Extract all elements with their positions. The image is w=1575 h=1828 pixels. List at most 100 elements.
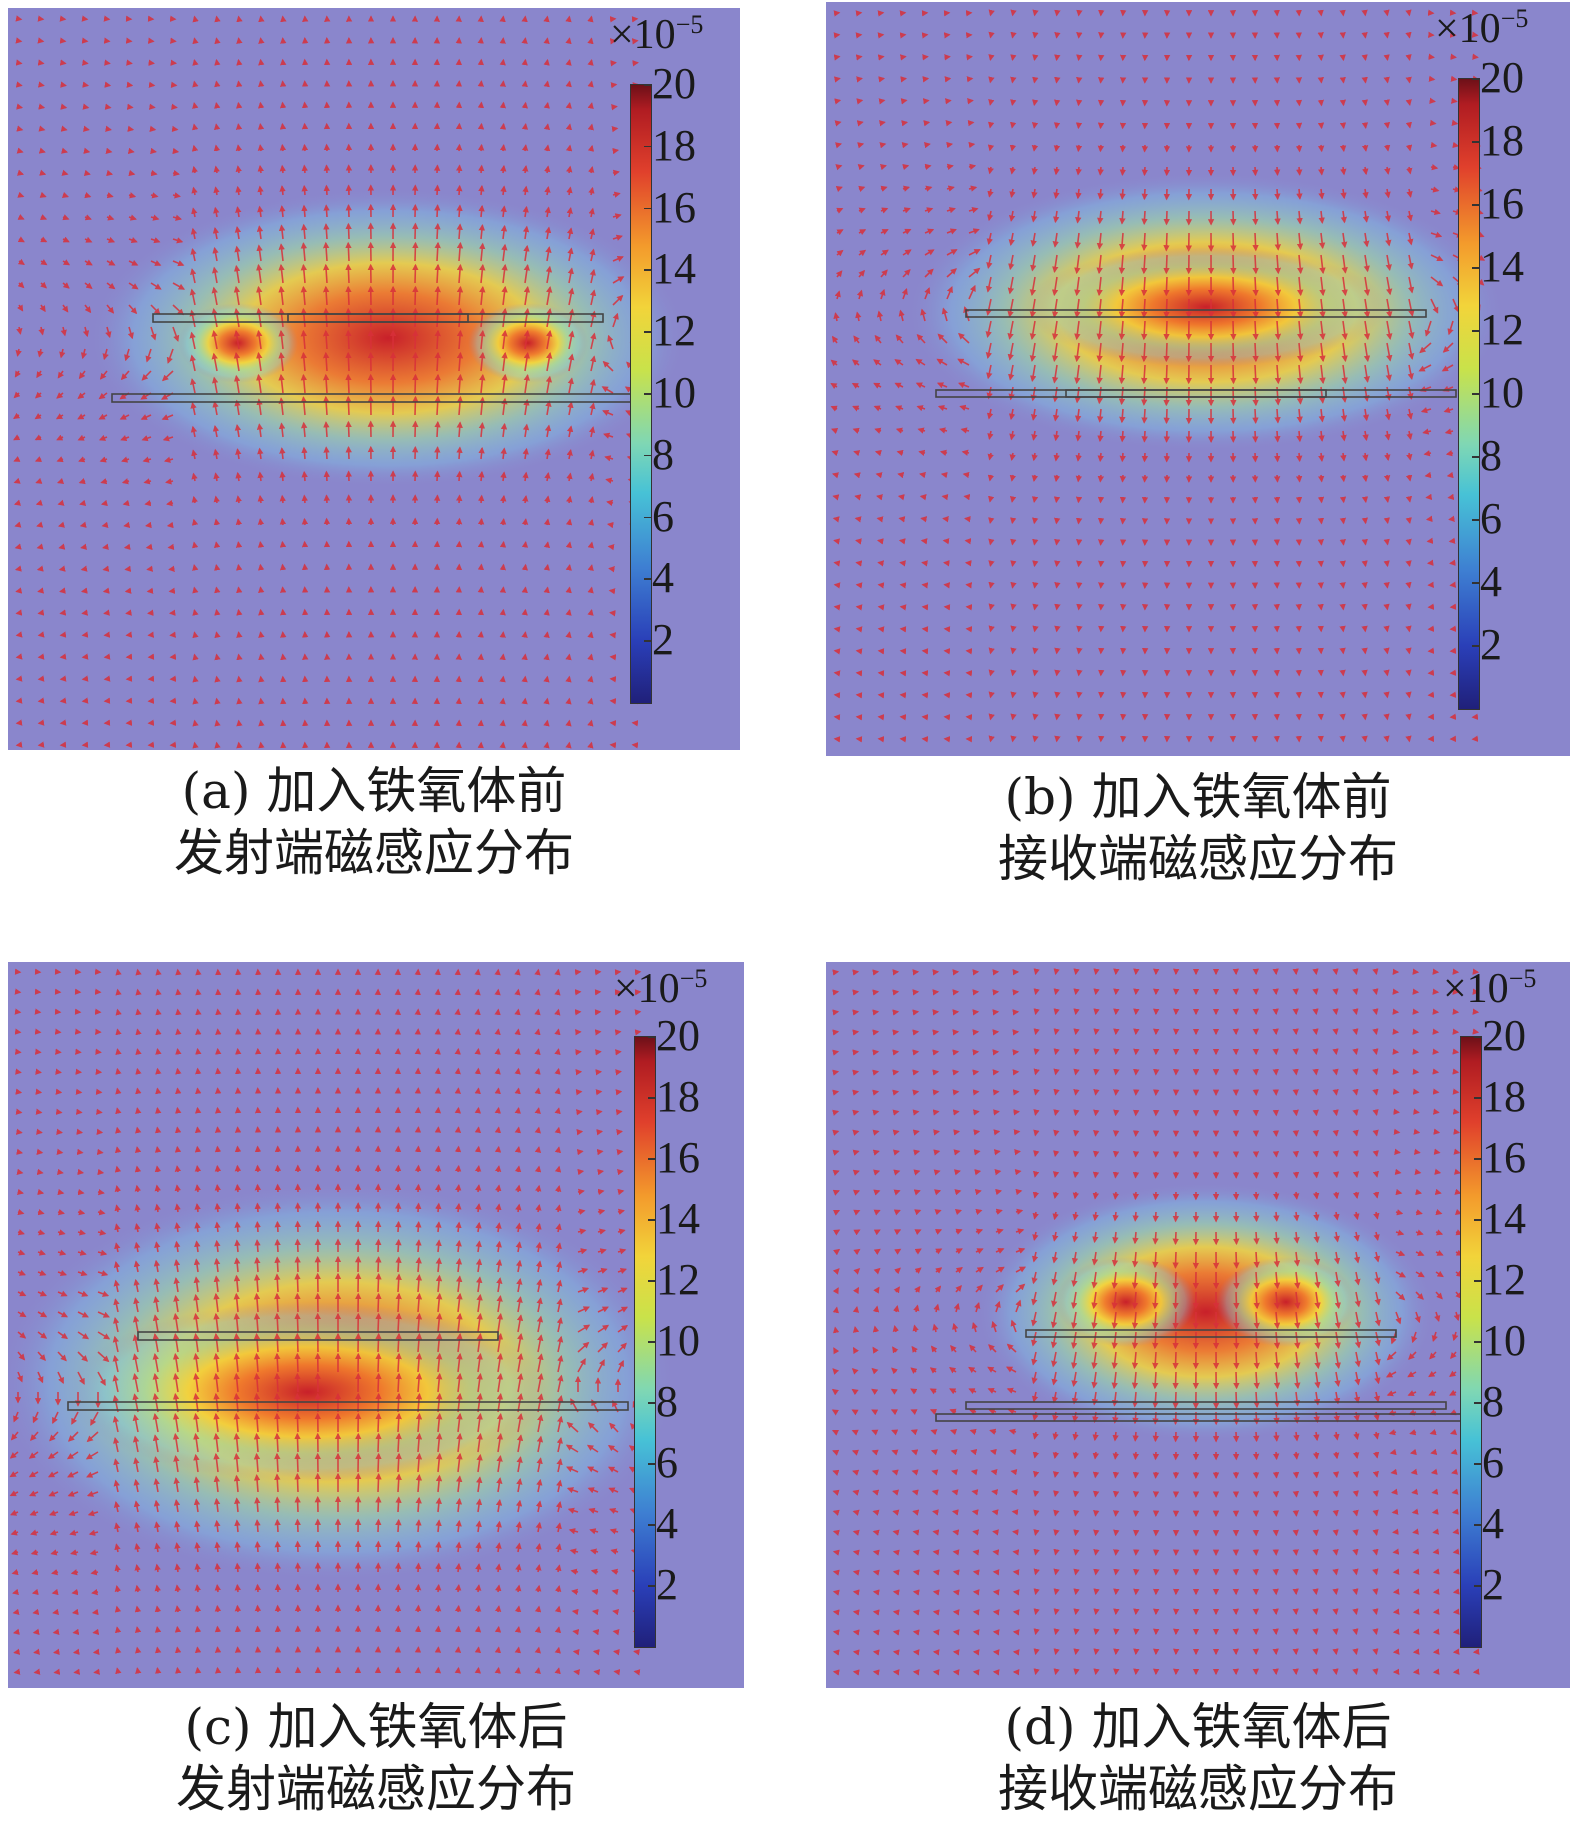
colorbar-tick-mark <box>644 145 651 148</box>
colorbar-tick-mark <box>644 269 651 271</box>
colorbar-tick-mark <box>1474 1036 1481 1038</box>
colorbar-tick-mark <box>644 578 651 580</box>
colorbar-tick-mark <box>648 1524 655 1526</box>
colorbar-tick-mark <box>1474 1097 1481 1099</box>
field-intensity-region <box>68 1302 548 1482</box>
colorbar-tick-label: 12 <box>656 1255 700 1304</box>
colorbar-tick-label: 16 <box>1480 179 1524 228</box>
colorbar-tick-mark <box>644 207 651 210</box>
colorbar-tick-label: 4 <box>1482 1499 1504 1548</box>
field-plot-a <box>8 8 740 750</box>
caption-d-line2: 接收端磁感应分布 <box>998 1760 1398 1818</box>
caption-d-line1: (d) 加入铁氧体后 <box>1004 1698 1392 1756</box>
colorbar-tick-label: 12 <box>1482 1255 1526 1304</box>
colorbar-tick-label: 2 <box>1482 1560 1504 1609</box>
colorbar-tick-mark <box>648 1219 655 1221</box>
colorbar-tick-label: 8 <box>1480 431 1502 480</box>
colorbar-tick-label: 6 <box>1480 494 1502 543</box>
colorbar-multiplier-a: ×10−5 <box>610 10 704 58</box>
colorbar-tick-mark <box>1472 582 1479 584</box>
field-plot-c <box>8 962 744 1688</box>
colorbar-tick-mark <box>1472 204 1479 206</box>
caption-b-line1: (b) 加入铁氧体前 <box>1004 768 1392 826</box>
colorbar-tick-mark <box>1472 267 1479 269</box>
field-plot-b <box>826 2 1570 756</box>
colorbar-multiplier-c: ×10−5 <box>614 964 708 1012</box>
field-svg-c <box>8 962 744 1688</box>
colorbar-tick-mark <box>648 1463 655 1465</box>
colorbar-tick-label: 18 <box>1480 116 1524 165</box>
field-arrows <box>13 15 646 749</box>
colorbar-tick-mark <box>644 640 651 642</box>
coil-plate <box>287 313 469 323</box>
colorbar-tick-mark <box>1474 1402 1481 1404</box>
caption-a-line1: (a) 加入铁氧体前 <box>181 762 567 820</box>
field-intensity-region <box>468 303 588 383</box>
colorbar-tick-label: 8 <box>652 429 674 479</box>
colorbar-tick-mark <box>1474 1524 1481 1526</box>
colorbar-tick-label: 10 <box>1482 1316 1526 1365</box>
field-plot-d <box>826 962 1570 1688</box>
colorbar-tick-label: 18 <box>652 120 696 170</box>
colorbar-tick-mark <box>1472 141 1479 143</box>
colorbar-tick-mark <box>648 1158 655 1160</box>
colorbar-tick-label: 6 <box>652 491 674 541</box>
field-arrows <box>9 968 648 1676</box>
colorbar-tick-mark <box>644 331 651 333</box>
colorbar-tick-mark <box>1474 1585 1481 1587</box>
coil-plate <box>965 1401 1447 1410</box>
colorbar-tick-mark <box>1472 78 1479 80</box>
caption-a: (a) 加入铁氧体前 发射端磁感应分布 <box>8 760 740 884</box>
coil-plate <box>1025 1329 1397 1338</box>
colorbar-tick-label: 2 <box>656 1560 678 1609</box>
colorbar-tick-mark <box>644 454 651 457</box>
colorbar-tick-label: 18 <box>1482 1072 1526 1121</box>
field-svg-a <box>8 8 740 750</box>
colorbar-tick-label: 4 <box>652 553 674 603</box>
colorbar-tick-label: 12 <box>652 306 696 356</box>
caption-b-line2: 接收端磁感应分布 <box>998 830 1398 888</box>
colorbar-tick-mark <box>1472 393 1479 395</box>
colorbar-a <box>630 84 652 704</box>
colorbar-tick-label: 14 <box>652 244 696 294</box>
field-svg-b <box>826 2 1570 756</box>
colorbar-tick-label: 20 <box>656 1011 700 1060</box>
colorbar-tick-mark <box>1474 1341 1481 1343</box>
field-intensity-region <box>1026 247 1386 367</box>
caption-d: (d) 加入铁氧体后 接收端磁感应分布 <box>826 1696 1570 1820</box>
colorbar-tick-label: 18 <box>656 1072 700 1121</box>
colorbar-multiplier-d: ×10−5 <box>1443 964 1537 1012</box>
colorbar-tick-label: 2 <box>1480 620 1502 669</box>
colorbar-tick-mark <box>644 516 651 519</box>
colorbar-tick-mark <box>1474 1463 1481 1465</box>
colorbar-tick-mark <box>1474 1219 1481 1221</box>
colorbar-tick-label: 8 <box>1482 1377 1504 1426</box>
colorbar-tick-mark <box>1472 330 1479 332</box>
colorbar-tick-label: 20 <box>1482 1011 1526 1060</box>
field-intensity-region <box>1216 1257 1356 1347</box>
colorbar-tick-mark <box>648 1036 655 1038</box>
colorbar-c <box>634 1036 656 1648</box>
field-intensity-region <box>976 1182 1436 1442</box>
colorbar-tick-mark <box>1472 645 1479 647</box>
colorbar-tick-mark <box>648 1585 655 1587</box>
colorbar-tick-mark <box>648 1402 655 1404</box>
field-intensity-region <box>1056 1257 1196 1347</box>
colorbar-tick-label: 10 <box>656 1316 700 1365</box>
field-intensity-region <box>88 188 688 488</box>
colorbar-tick-mark <box>644 393 651 395</box>
coil-plate <box>965 309 1427 318</box>
colorbar-tick-mark <box>1472 519 1479 521</box>
colorbar-multiplier-b: ×10−5 <box>1435 4 1529 52</box>
colorbar-tick-label: 12 <box>1480 305 1524 354</box>
colorbar-tick-label: 14 <box>1480 242 1524 291</box>
colorbar-tick-label: 2 <box>652 615 674 665</box>
caption-c-line1: (c) 加入铁氧体后 <box>184 1698 568 1756</box>
colorbar-tick-mark <box>1474 1280 1481 1282</box>
colorbar-d <box>1460 1036 1482 1648</box>
colorbar-tick-mark <box>648 1097 655 1099</box>
colorbar-tick-label: 10 <box>1480 368 1524 417</box>
colorbar-tick-label: 16 <box>1482 1133 1526 1182</box>
colorbar-tick-label: 14 <box>656 1194 700 1243</box>
colorbar-b <box>1458 78 1480 710</box>
